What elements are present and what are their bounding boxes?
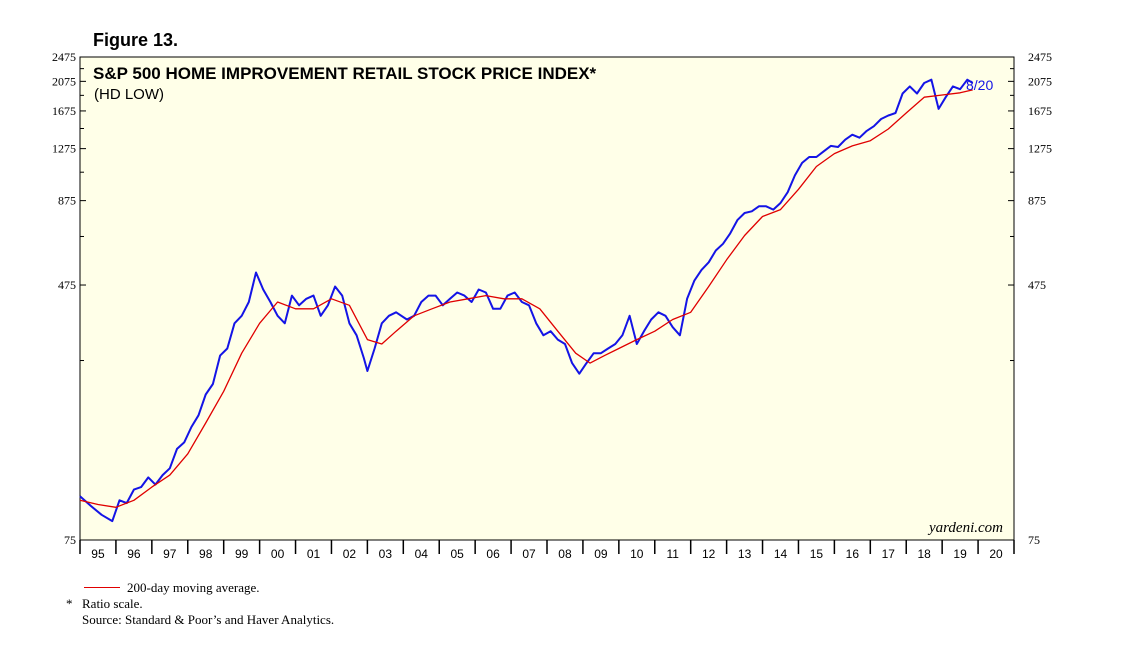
watermark: yardeni.com — [927, 520, 1003, 536]
series-line-ma — [79, 89, 973, 508]
x-tick-label: 01 — [307, 547, 321, 561]
y-tick-label-right: 75 — [1028, 533, 1040, 547]
legend-label-ma: 200-day moving average. — [127, 580, 260, 595]
x-tick-label: 03 — [379, 547, 393, 561]
source-text: Source: Standard & Poor’s and Haver Anal… — [82, 612, 335, 627]
y-tick-label-right: 875 — [1028, 194, 1046, 208]
y-tick-label-left: 1275 — [52, 142, 76, 156]
y-tick-label-left: 2075 — [52, 74, 76, 88]
x-tick-label: 20 — [989, 547, 1003, 561]
x-tick-label: 95 — [91, 547, 105, 561]
y-tick-label-left: 2475 — [52, 50, 76, 64]
axis-ticks: 75 75 475 475 875 875 1275 1275 1675 1675 2075 2075… — [52, 50, 1052, 561]
series-layer — [79, 78, 974, 523]
x-tick-label: 99 — [235, 547, 249, 561]
x-tick-label: 06 — [486, 547, 500, 561]
x-tick-label: 18 — [918, 547, 932, 561]
x-tick-label: 17 — [882, 547, 896, 561]
x-tick-label: 02 — [343, 547, 357, 561]
y-tick-label-right: 2075 — [1028, 74, 1052, 88]
x-tick-label: 16 — [846, 547, 860, 561]
chart-subtitle: (HD LOW) — [94, 86, 164, 103]
figure-label: Figure 13. — [93, 30, 179, 50]
x-tick-label: 11 — [666, 547, 679, 561]
footnote-mark: * — [66, 596, 73, 611]
legend-swatch-ma — [84, 587, 120, 588]
x-tick-label: 19 — [953, 547, 967, 561]
plot-area — [79, 56, 1015, 541]
x-tick-label: 09 — [594, 547, 608, 561]
footnote-text: Ratio scale. — [82, 596, 143, 611]
y-tick-label-left: 475 — [58, 278, 76, 292]
last-date-label: 8/20 — [966, 77, 993, 93]
x-tick-label: 14 — [774, 547, 788, 561]
y-tick-label-left: 75 — [64, 533, 76, 547]
series-line-index — [79, 78, 974, 523]
x-tick-label: 04 — [415, 547, 429, 561]
chart-title: S&P 500 HOME IMPROVEMENT RETAIL STOCK PR… — [93, 64, 597, 83]
x-tick-label: 10 — [630, 547, 644, 561]
x-tick-label: 96 — [127, 547, 141, 561]
x-tick-label: 97 — [163, 547, 177, 561]
x-tick-label: 05 — [451, 547, 465, 561]
x-tick-label: 07 — [522, 547, 536, 561]
y-tick-label-right: 1675 — [1028, 104, 1052, 118]
x-tick-label: 15 — [810, 547, 824, 561]
x-tick-label: 08 — [558, 547, 572, 561]
x-tick-label: 98 — [199, 547, 213, 561]
y-tick-label-left: 1675 — [52, 104, 76, 118]
y-tick-label-right: 1275 — [1028, 142, 1052, 156]
y-tick-label-left: 875 — [58, 194, 76, 208]
x-tick-label: 12 — [702, 547, 716, 561]
x-tick-label: 13 — [738, 547, 752, 561]
y-tick-label-right: 475 — [1028, 278, 1046, 292]
x-tick-label: 00 — [271, 547, 285, 561]
y-tick-label-right: 2475 — [1028, 50, 1052, 64]
